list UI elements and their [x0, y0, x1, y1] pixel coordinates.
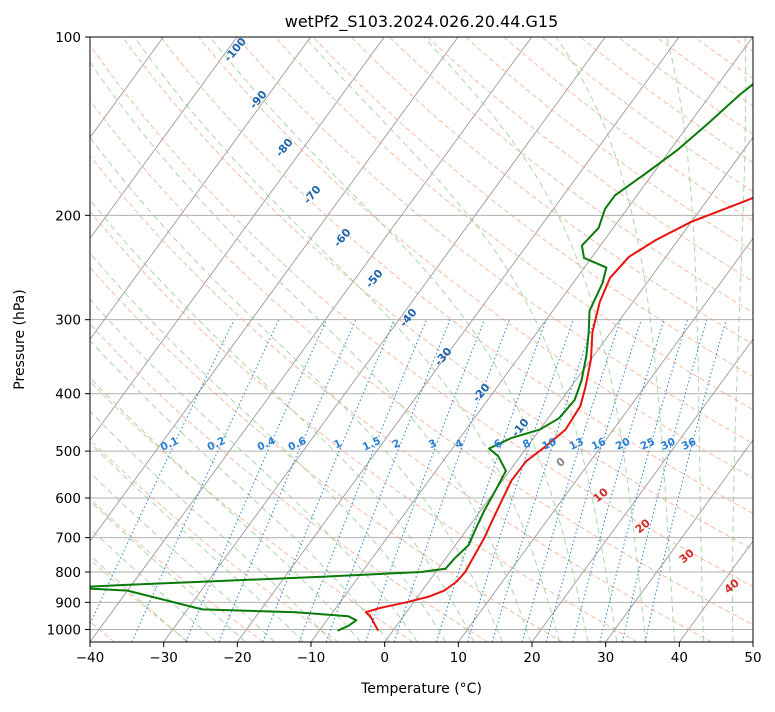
x-tick-label: 0	[380, 650, 389, 666]
x-tick-label: −40	[76, 650, 105, 666]
y-tick-label: 600	[55, 491, 81, 507]
x-axis-label: Temperature (°C)	[360, 681, 482, 697]
chart-title: wetPf2_S103.2024.026.20.44.G15	[285, 12, 559, 32]
x-tick-label: 20	[523, 650, 540, 666]
x-tick-label: −20	[223, 650, 252, 666]
y-tick-label: 500	[55, 444, 81, 460]
x-tick-label: 10	[450, 650, 467, 666]
y-tick-label: 1000	[47, 622, 81, 638]
x-tick-label: 50	[744, 650, 761, 666]
x-tick-label: 30	[597, 650, 614, 666]
y-tick-label: 700	[55, 531, 81, 547]
y-tick-label: 100	[55, 30, 81, 46]
y-tick-label: 400	[55, 387, 81, 403]
y-tick-label: 300	[55, 313, 81, 329]
y-axis-label: Pressure (hPa)	[12, 289, 28, 389]
x-tick-label: −30	[149, 650, 178, 666]
y-tick-label: 800	[55, 565, 81, 581]
y-tick-label: 200	[55, 208, 81, 224]
x-tick-label: −10	[297, 650, 326, 666]
y-tick-label: 900	[55, 595, 81, 611]
x-tick-label: 40	[671, 650, 688, 666]
